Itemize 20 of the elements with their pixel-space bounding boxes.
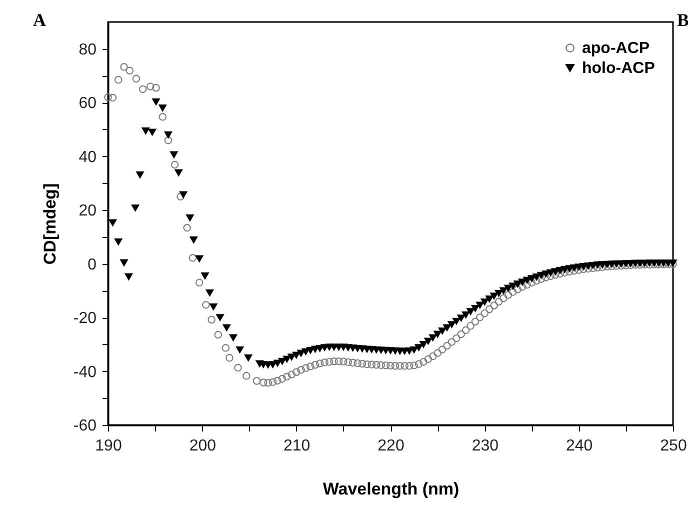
y-tick-label: 0 <box>88 256 97 274</box>
y-tick-label: 80 <box>78 41 97 58</box>
y-tick-label: 40 <box>78 148 97 166</box>
y-axis-title: CD[mdeg] <box>40 183 60 265</box>
x-tick-label: 230 <box>472 438 499 454</box>
legend-label: holo-ACP <box>582 60 656 77</box>
x-tick-label: 210 <box>283 438 310 454</box>
x-tick-label: 200 <box>189 438 216 454</box>
x-tick-label: 190 <box>95 438 122 454</box>
y-tick-label: 20 <box>78 202 97 220</box>
y-tick-label: -60 <box>73 418 97 434</box>
y-tick-label: 60 <box>78 95 97 112</box>
x-axis-title: Wavelength (nm) <box>322 480 460 498</box>
text: A <box>33 10 46 30</box>
x-tick-label: 250 <box>660 438 687 454</box>
legend-label: apo-ACP <box>582 40 650 57</box>
y-tick-label: -40 <box>73 364 97 381</box>
x-tick-label: 240 <box>566 438 593 454</box>
y-tick-label: -20 <box>73 310 97 328</box>
x-tick-label: 220 <box>378 438 404 454</box>
